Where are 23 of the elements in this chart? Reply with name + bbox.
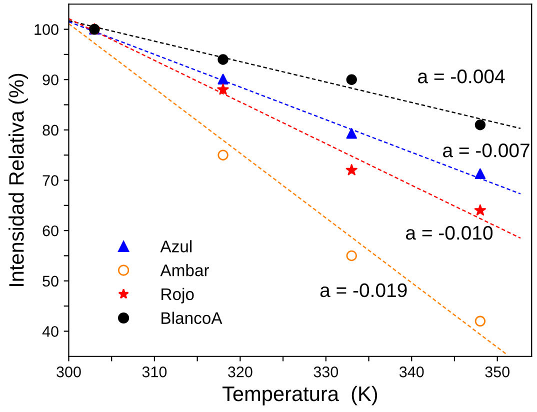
annotation: a = -0.007 <box>443 144 530 158</box>
x-tick-label: 350 <box>485 366 510 378</box>
y-tick-label: 70 <box>42 175 58 186</box>
legend-label: BlancoA <box>162 312 222 324</box>
y-tick-label: 80 <box>42 124 58 136</box>
annotation: a = -0.019 <box>320 283 407 298</box>
x-tick-label: 320 <box>228 366 252 378</box>
y-tick-label: 40 <box>42 326 58 337</box>
y-tick-label: 60 <box>42 225 58 236</box>
x-axis-title: Temperatura (K) <box>222 386 378 406</box>
annotation: a = -0.010 <box>406 226 493 240</box>
y-axis-title: Intensidad Relativa (%) <box>8 74 28 286</box>
legend-label: Azul <box>160 240 192 252</box>
x-tick-label: 330 <box>314 366 338 378</box>
x-tick-label: 310 <box>142 366 167 378</box>
annotation: a = -0.004 <box>418 70 505 84</box>
y-tick-label: 50 <box>42 276 58 287</box>
y-tick-label: 90 <box>42 74 58 86</box>
y-tick-label: 100 <box>34 24 58 35</box>
x-tick-label: 300 <box>56 366 81 378</box>
legend-label: Rojo <box>162 288 194 304</box>
legend-label: Ambar <box>160 264 210 276</box>
x-tick-label: 340 <box>399 366 424 378</box>
